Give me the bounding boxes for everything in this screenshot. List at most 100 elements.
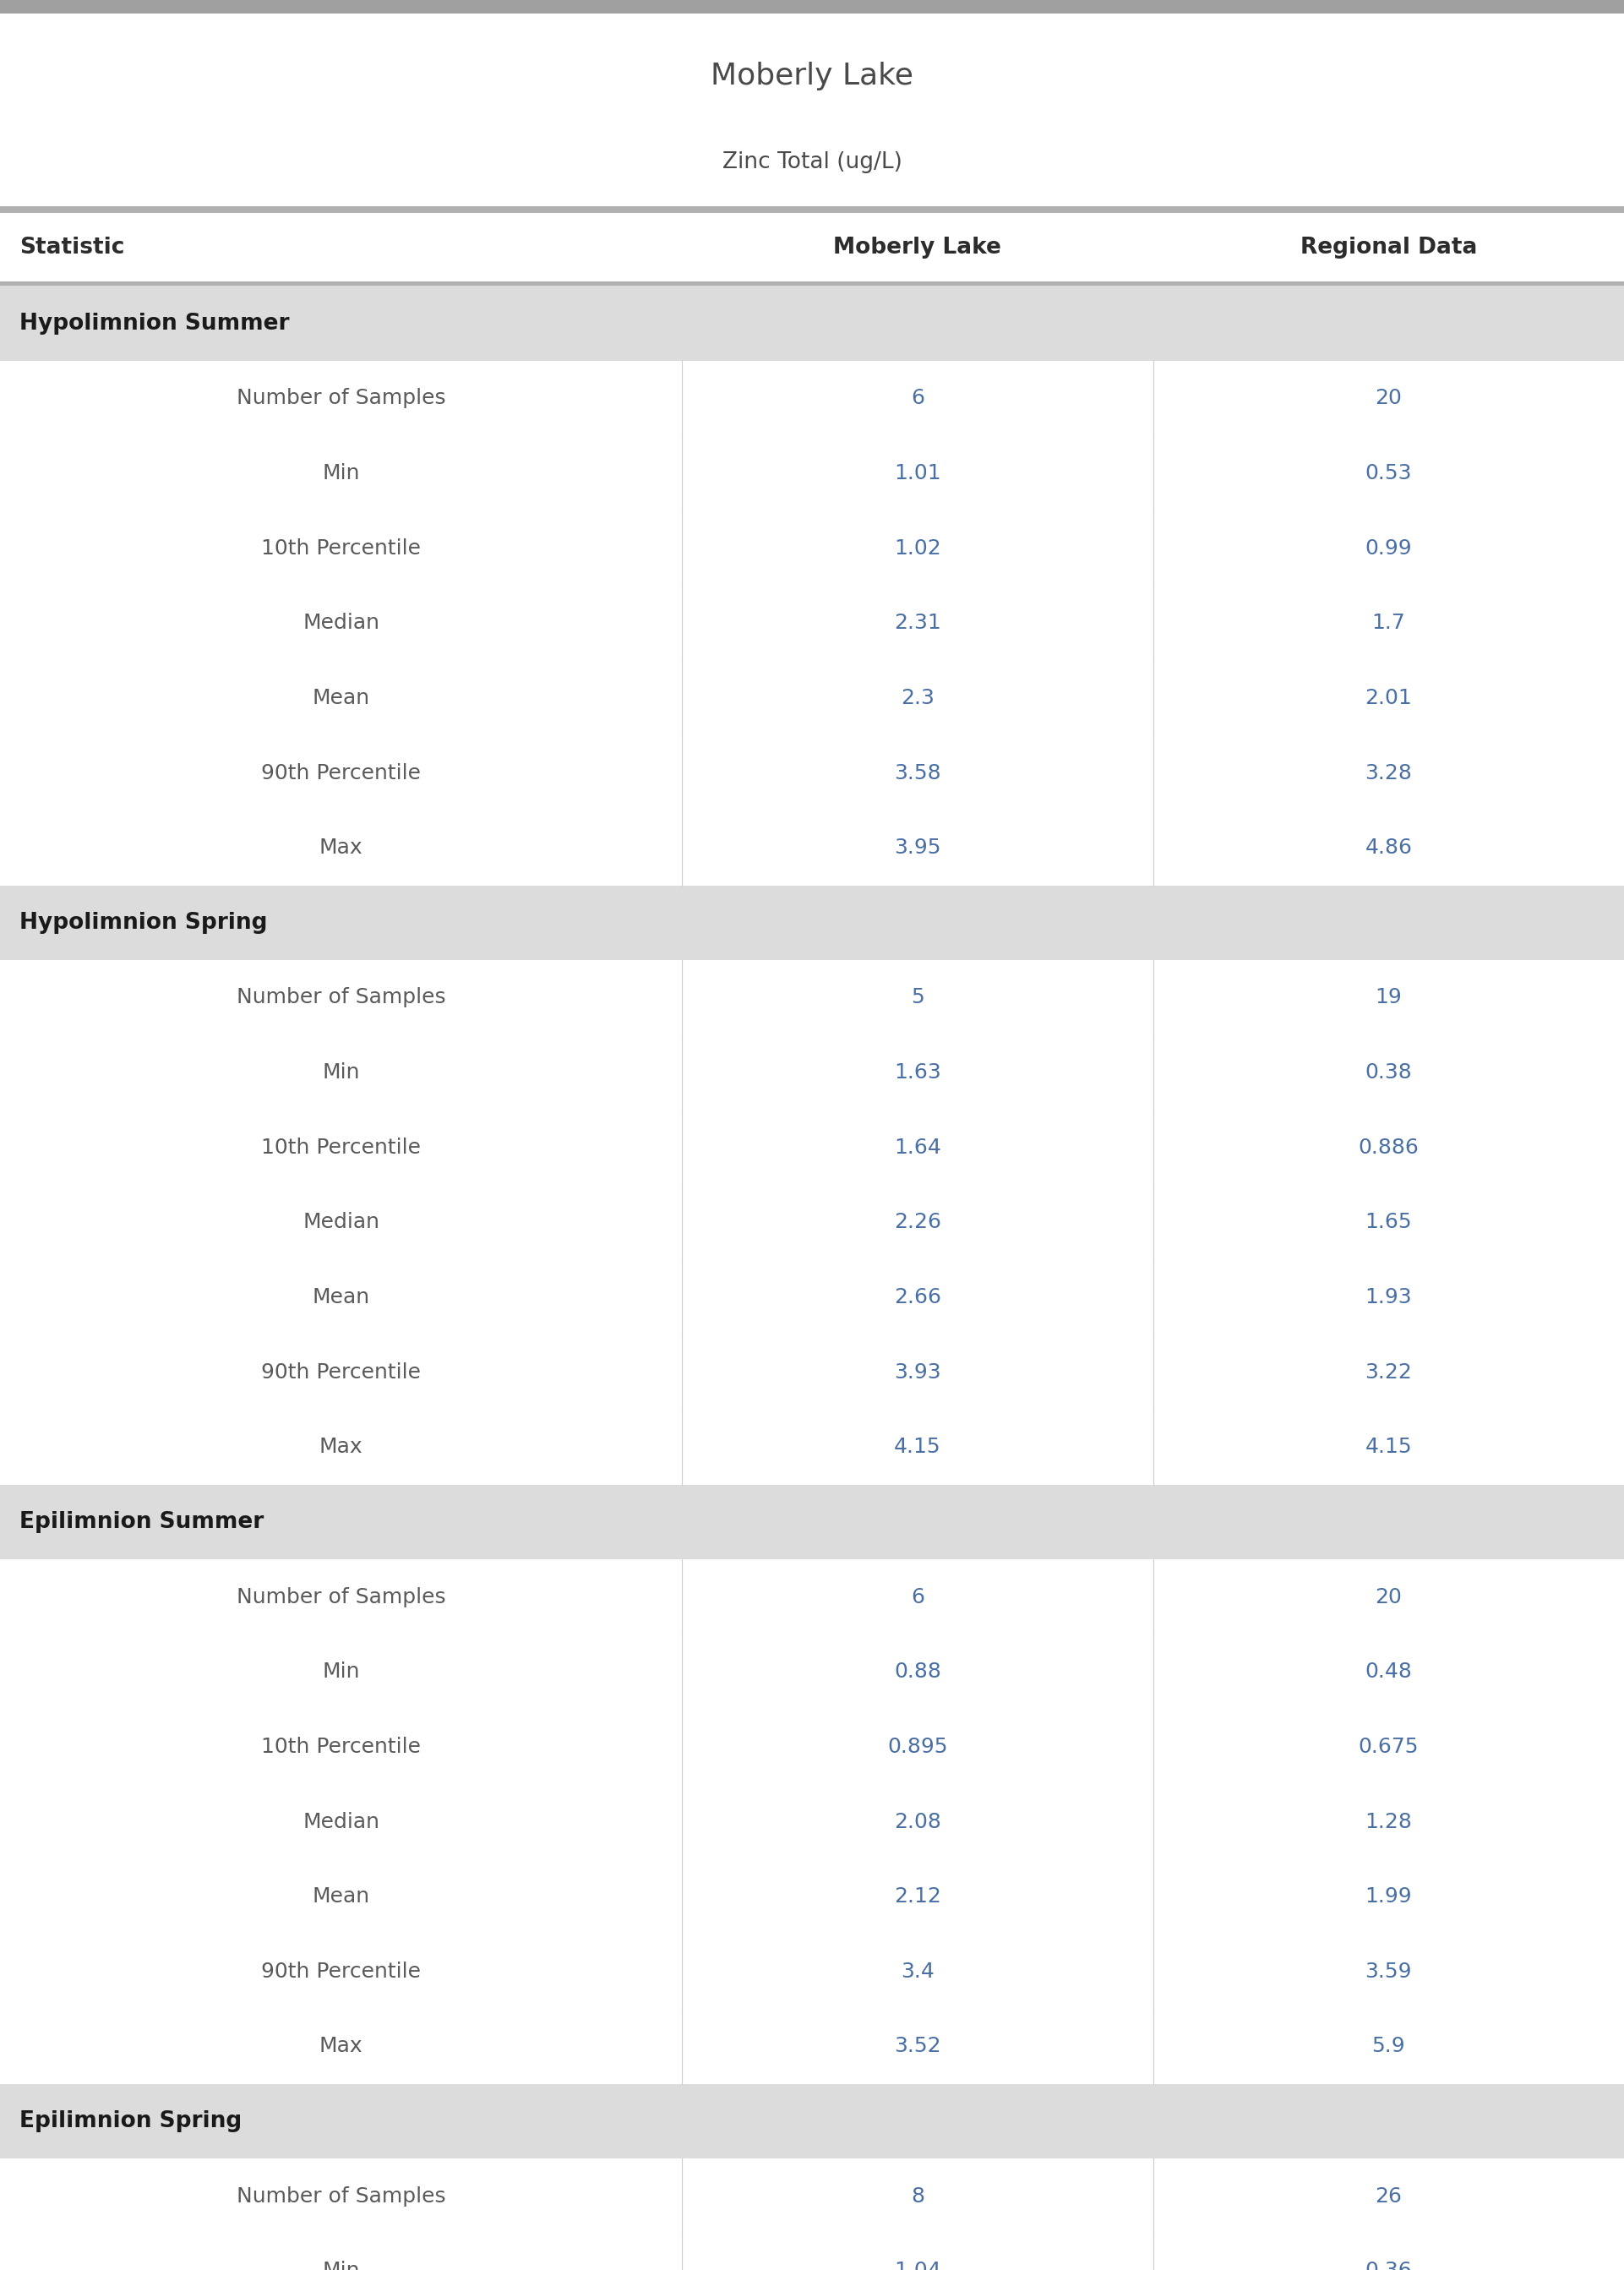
Bar [0,1934,1624,2009]
Text: Min: Min [322,1062,361,1083]
Text: 1.04: 1.04 [893,2261,942,2270]
Bar [0,2084,1624,2159]
Bar [0,1260,1624,1335]
Text: Epilimnion Spring: Epilimnion Spring [19,2111,242,2132]
Text: Mean: Mean [312,1287,370,1308]
Text: Number of Samples: Number of Samples [237,2186,445,2206]
Text: 2.01: 2.01 [1364,688,1413,708]
Text: 19: 19 [1376,987,1402,1008]
Text: 2.3: 2.3 [901,688,934,708]
Text: 90th Percentile: 90th Percentile [261,1362,421,1382]
Text: Mean: Mean [312,688,370,708]
Bar [0,1634,1624,1709]
Text: 1.93: 1.93 [1366,1287,1411,1308]
Bar [0,960,1624,962]
Text: Moberly Lake: Moberly Lake [833,236,1002,259]
Text: Number of Samples: Number of Samples [237,388,445,409]
Text: Zinc Total (ug/L): Zinc Total (ug/L) [723,152,901,173]
Text: Max: Max [320,2036,362,2057]
Bar [0,2009,1624,2084]
Text: 2.31: 2.31 [893,613,942,633]
Bar [0,885,1624,960]
Text: 1.02: 1.02 [893,538,942,558]
Bar [0,1709,1624,1784]
Text: Max: Max [320,1437,362,1457]
Bar [0,1485,1624,1559]
Text: 4.15: 4.15 [1366,1437,1411,1457]
Text: 0.895: 0.895 [887,1737,948,1757]
Text: 1.01: 1.01 [895,463,940,484]
Bar [0,1859,1624,1934]
Text: 10th Percentile: 10th Percentile [261,538,421,558]
Text: 10th Percentile: 10th Percentile [261,1137,421,1158]
Text: 1.7: 1.7 [1372,613,1405,633]
Text: Min: Min [322,2261,361,2270]
Text: Min: Min [322,463,361,484]
Bar [0,960,1624,1035]
Bar [0,2159,1624,2234]
Text: Median: Median [302,613,380,633]
Bar [0,286,1624,361]
Text: Min: Min [322,1662,361,1682]
Text: 3.95: 3.95 [895,838,940,858]
Text: 2.12: 2.12 [893,1886,942,1907]
Text: 3.58: 3.58 [895,763,940,783]
Text: 5.9: 5.9 [1372,2036,1405,2057]
Bar [0,1559,1624,1634]
Text: Number of Samples: Number of Samples [237,1587,445,1607]
Text: Number of Samples: Number of Samples [237,987,445,1008]
Text: 90th Percentile: 90th Percentile [261,1961,421,1982]
Text: Median: Median [302,1811,380,1832]
Bar [0,0,1624,14]
Bar [0,2234,1624,2270]
Bar [0,207,1624,213]
Text: 3.28: 3.28 [1364,763,1413,783]
Text: 2.08: 2.08 [893,1811,942,1832]
Bar [0,2159,1624,2161]
Text: 1.28: 1.28 [1364,1811,1413,1832]
Text: 5: 5 [911,987,924,1008]
Bar [0,436,1624,511]
Bar [0,1335,1624,1410]
Text: 1.63: 1.63 [893,1062,942,1083]
Text: 0.88: 0.88 [893,1662,942,1682]
Bar [0,281,1624,286]
Text: 2.66: 2.66 [893,1287,942,1308]
Text: Epilimnion Summer: Epilimnion Summer [19,1512,263,1532]
Text: 90th Percentile: 90th Percentile [261,763,421,783]
Bar [0,735,1624,810]
Text: 0.38: 0.38 [1364,1062,1413,1083]
Text: Max: Max [320,838,362,858]
Text: 20: 20 [1376,388,1402,409]
Text: 0.99: 0.99 [1366,538,1411,558]
Text: 3.59: 3.59 [1366,1961,1411,1982]
Text: 3.4: 3.4 [901,1961,934,1982]
Text: 6: 6 [911,388,924,409]
Bar [0,1185,1624,1260]
Bar [0,661,1624,735]
Text: 0.36: 0.36 [1364,2261,1413,2270]
Text: 0.886: 0.886 [1358,1137,1419,1158]
Bar [0,1559,1624,1562]
Text: 6: 6 [911,1587,924,1607]
Text: 8: 8 [911,2186,924,2206]
Text: 10th Percentile: 10th Percentile [261,1737,421,1757]
Bar [0,810,1624,885]
Text: 0.53: 0.53 [1366,463,1411,484]
Text: Median: Median [302,1212,380,1233]
Text: 2.26: 2.26 [893,1212,942,1233]
Text: Hypolimnion Spring: Hypolimnion Spring [19,913,268,933]
Text: 0.675: 0.675 [1358,1737,1419,1757]
Text: Statistic: Statistic [19,236,125,259]
Text: 4.15: 4.15 [895,1437,940,1457]
Text: 4.86: 4.86 [1364,838,1413,858]
Text: Moberly Lake: Moberly Lake [711,61,913,91]
Text: 3.52: 3.52 [895,2036,940,2057]
Bar [0,586,1624,661]
Text: 1.65: 1.65 [1366,1212,1411,1233]
Bar [0,1784,1624,1859]
Text: 1.64: 1.64 [893,1137,942,1158]
Bar [0,361,1624,436]
Text: 0.48: 0.48 [1364,1662,1413,1682]
Text: 26: 26 [1376,2186,1402,2206]
